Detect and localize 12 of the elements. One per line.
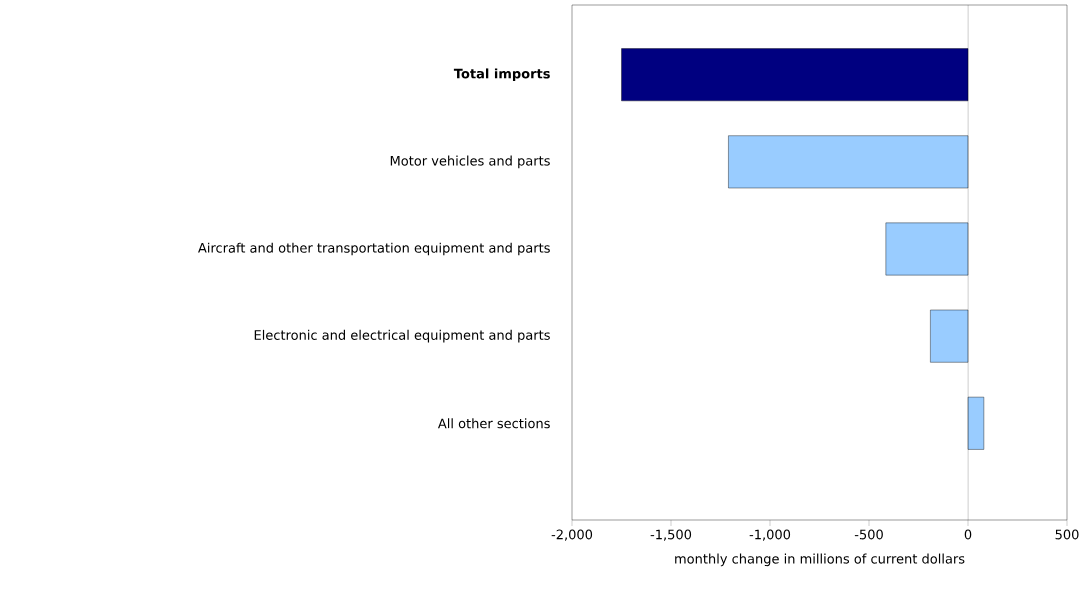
x-axis-title: monthly change in millions of current dollars	[675, 553, 965, 567]
y-tick-label: Aircraft and other transportation equipment and parts	[198, 242, 550, 256]
y-tick-label: Electronic and electrical equipment and parts	[254, 329, 550, 343]
y-tick-label: All other sections	[437, 418, 550, 429]
y-tick-label: Motor vehicles and parts	[390, 155, 550, 169]
x-tick-label: -1,500	[650, 529, 692, 541]
x-tick-label: 0	[964, 529, 972, 540]
x-tick-label: -2,000	[551, 529, 593, 541]
x-tick-label: -1,000	[749, 529, 791, 541]
x-tick-label: -500	[854, 529, 883, 540]
x-tick-label: 500	[1055, 529, 1079, 540]
y-tick-label: Total imports	[453, 68, 550, 81]
